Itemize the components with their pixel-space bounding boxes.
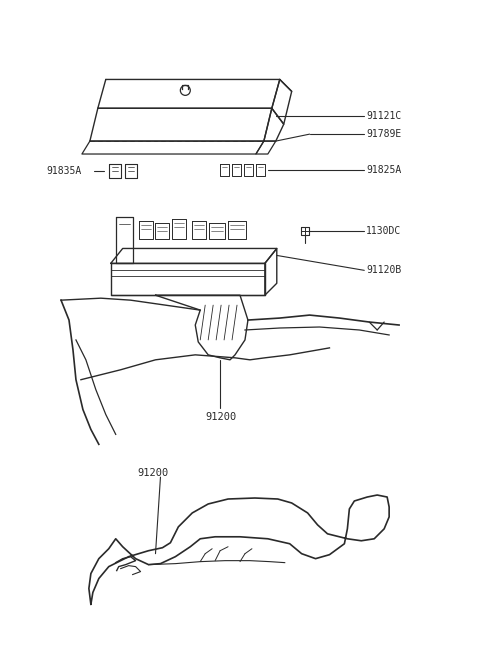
Text: 91835A: 91835A — [46, 166, 82, 176]
Text: 91825A: 91825A — [366, 165, 401, 175]
Text: 91789E: 91789E — [366, 129, 401, 139]
Text: 91121C: 91121C — [366, 111, 401, 122]
Text: 91200: 91200 — [205, 413, 237, 422]
Text: 91120B: 91120B — [366, 265, 401, 275]
Text: 1130DC: 1130DC — [366, 225, 401, 236]
Text: 91200: 91200 — [138, 468, 169, 478]
